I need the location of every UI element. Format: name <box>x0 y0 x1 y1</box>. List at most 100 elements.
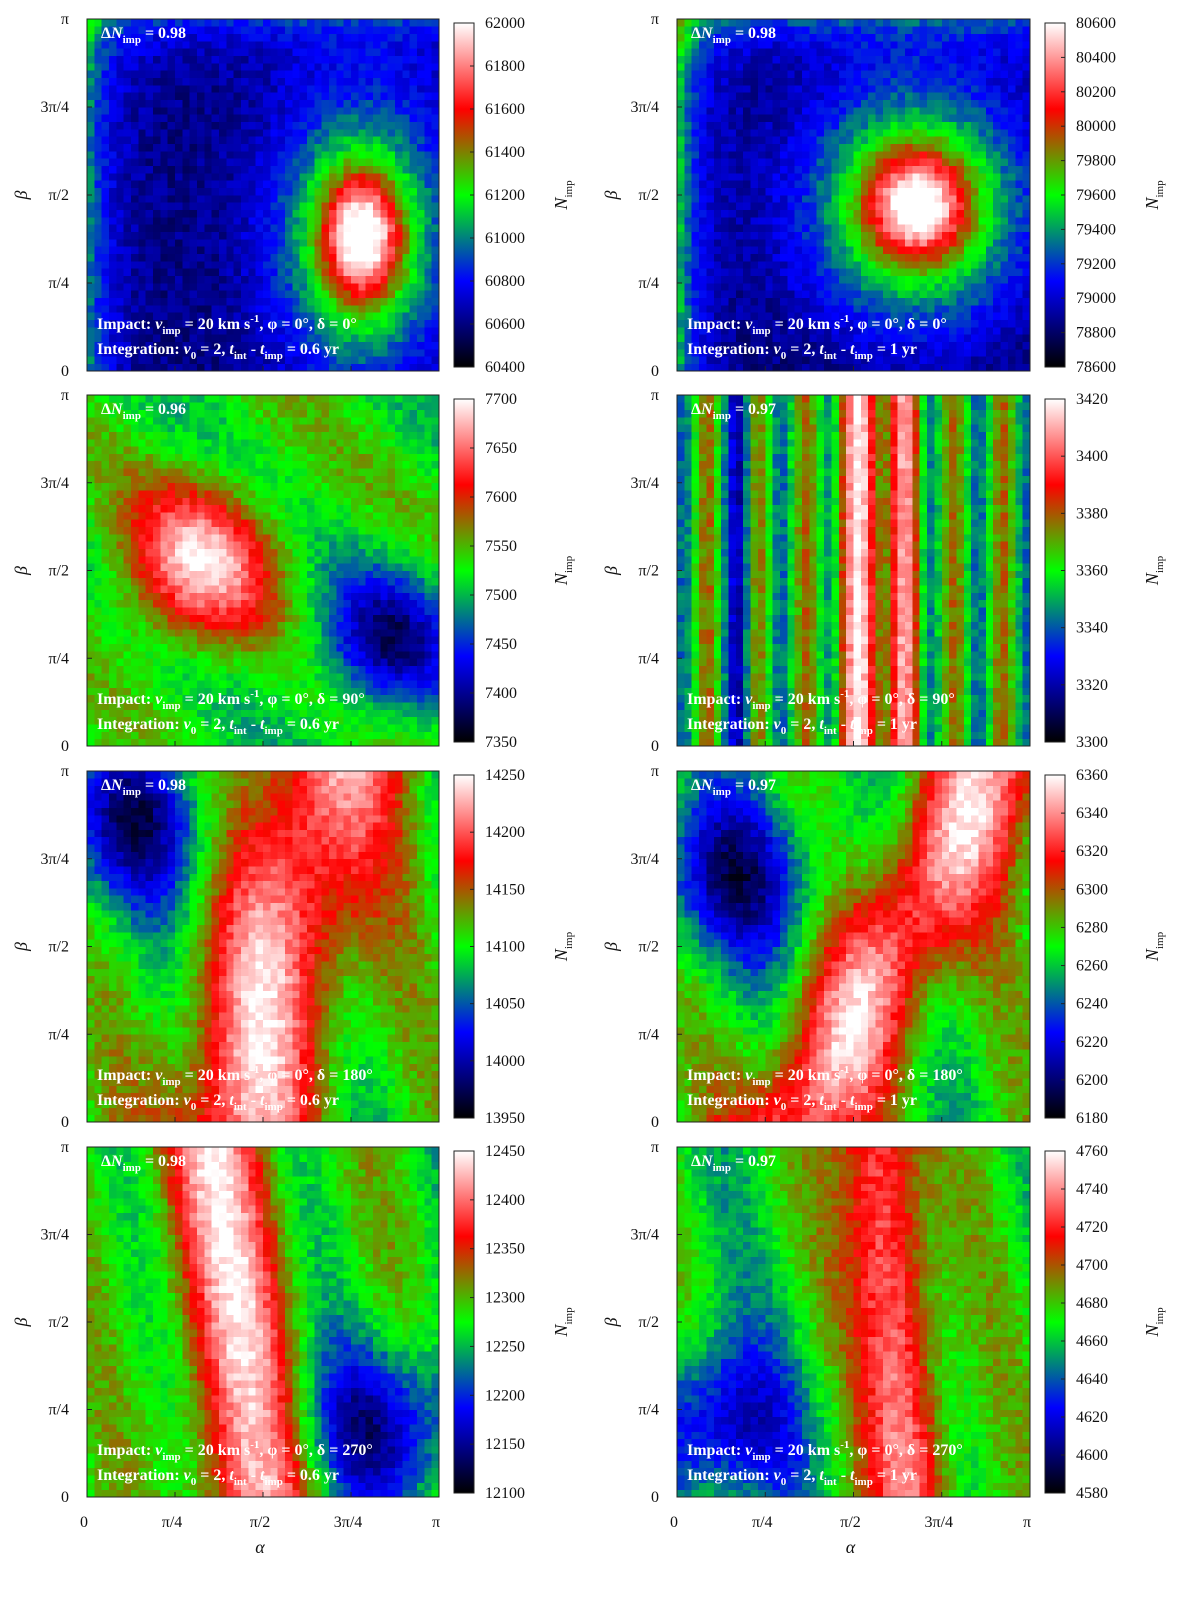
heatmap-cell <box>993 305 1001 313</box>
heatmap-cell <box>277 26 286 35</box>
heatmap-cell <box>160 283 169 291</box>
heatmap-cell <box>846 158 854 167</box>
heatmap-cell <box>409 121 418 130</box>
heatmap-cell <box>248 173 257 181</box>
heatmap-cell <box>182 246 191 255</box>
heatmap-cell <box>831 239 840 247</box>
heatmap-cell <box>270 173 279 181</box>
heatmap-cell <box>87 114 95 123</box>
heatmap-cell <box>197 77 205 86</box>
heatmap-cell <box>735 327 744 335</box>
heatmap-cell <box>94 121 103 130</box>
heatmap-cell <box>145 129 154 137</box>
heatmap-cell <box>248 297 257 306</box>
heatmap-cell <box>380 319 389 328</box>
heatmap-cell <box>1022 261 1031 269</box>
heatmap-cell <box>402 41 411 49</box>
heatmap-cell <box>211 114 220 123</box>
heatmap-cell <box>875 283 884 291</box>
heatmap-cell <box>875 341 884 350</box>
heatmap-cell <box>904 239 913 247</box>
heatmap-cell <box>138 41 147 49</box>
heatmap-cell <box>706 92 715 101</box>
heatmap-cell <box>978 85 987 93</box>
heatmap-cell <box>343 195 352 203</box>
heatmap-cell <box>1015 121 1024 130</box>
heatmap-cell <box>684 253 693 262</box>
heatmap-cell <box>1022 173 1031 181</box>
heatmap-cell <box>684 99 693 108</box>
heatmap-cell <box>919 275 928 284</box>
heatmap-cell <box>699 173 707 181</box>
heatmap-cell <box>794 363 803 372</box>
heatmap-cell <box>270 107 279 115</box>
heatmap-cell <box>699 129 707 137</box>
heatmap-cell <box>802 209 810 218</box>
heatmap-cell <box>706 239 715 247</box>
heatmap-cell <box>971 297 979 306</box>
heatmap-cell <box>978 107 987 115</box>
heatmap-cell <box>677 19 685 27</box>
heatmap-cell <box>765 268 773 277</box>
heatmap-cell <box>728 334 737 343</box>
heatmap-cell <box>395 356 403 365</box>
heatmap-cell <box>743 85 751 93</box>
heatmap-cell <box>219 158 227 167</box>
heatmap-cell <box>927 136 935 145</box>
heatmap-cell <box>728 290 737 299</box>
heatmap-cell <box>358 85 367 93</box>
heatmap-cell <box>131 55 139 64</box>
heatmap-cell <box>1022 129 1031 137</box>
heatmap-cell <box>912 231 921 240</box>
heatmap-cell <box>219 195 227 203</box>
heatmap-cell <box>721 92 729 101</box>
heatmap-cell <box>94 709 103 718</box>
heatmap-cell <box>387 143 396 152</box>
heatmap-cell <box>809 349 818 357</box>
heatmap-cell <box>816 151 825 159</box>
heatmap-cell <box>219 180 227 189</box>
heatmap-cell <box>802 253 810 262</box>
heatmap-cell <box>424 114 433 123</box>
heatmap-cell <box>934 305 943 313</box>
heatmap-cell <box>211 121 220 130</box>
heatmap-cell <box>1007 319 1016 328</box>
heatmap-cell <box>853 268 862 277</box>
heatmap-cell <box>846 180 854 189</box>
heatmap-cell <box>978 275 987 284</box>
heatmap-cell <box>706 19 715 27</box>
heatmap-cell <box>270 165 279 174</box>
heatmap-cell <box>336 187 345 196</box>
heatmap-cell <box>728 356 737 365</box>
heatmap-cell <box>684 297 693 306</box>
heatmap-cell <box>380 180 389 189</box>
heatmap-cell <box>853 283 862 291</box>
heatmap-cell <box>816 305 825 313</box>
heatmap-cell <box>875 349 884 357</box>
heatmap-cell <box>919 202 928 211</box>
heatmap-cell <box>109 614 117 623</box>
heatmap-cell <box>336 173 345 181</box>
heatmap-cell <box>307 158 315 167</box>
heatmap-cell <box>153 114 161 123</box>
heatmap-cell <box>145 341 154 350</box>
heatmap-cell <box>167 114 176 123</box>
heatmap-cell <box>182 275 191 284</box>
heatmap-cell <box>1007 85 1016 93</box>
heatmap-cell <box>431 195 440 203</box>
heatmap-cell <box>699 121 707 130</box>
heatmap-cell <box>919 85 928 93</box>
heatmap-cell <box>772 356 781 365</box>
heatmap-cell <box>299 283 308 291</box>
heatmap-cell <box>101 650 110 659</box>
heatmap-cell <box>779 305 788 313</box>
heatmap-cell <box>691 41 700 49</box>
heatmap-cell <box>853 217 862 225</box>
heatmap-cell <box>816 33 825 42</box>
heatmap-cell <box>971 341 979 350</box>
heatmap-cell <box>743 143 751 152</box>
heatmap-cell <box>949 356 957 365</box>
heatmap-cell <box>189 41 198 49</box>
heatmap-cell <box>255 305 264 313</box>
heatmap-cell <box>956 275 965 284</box>
